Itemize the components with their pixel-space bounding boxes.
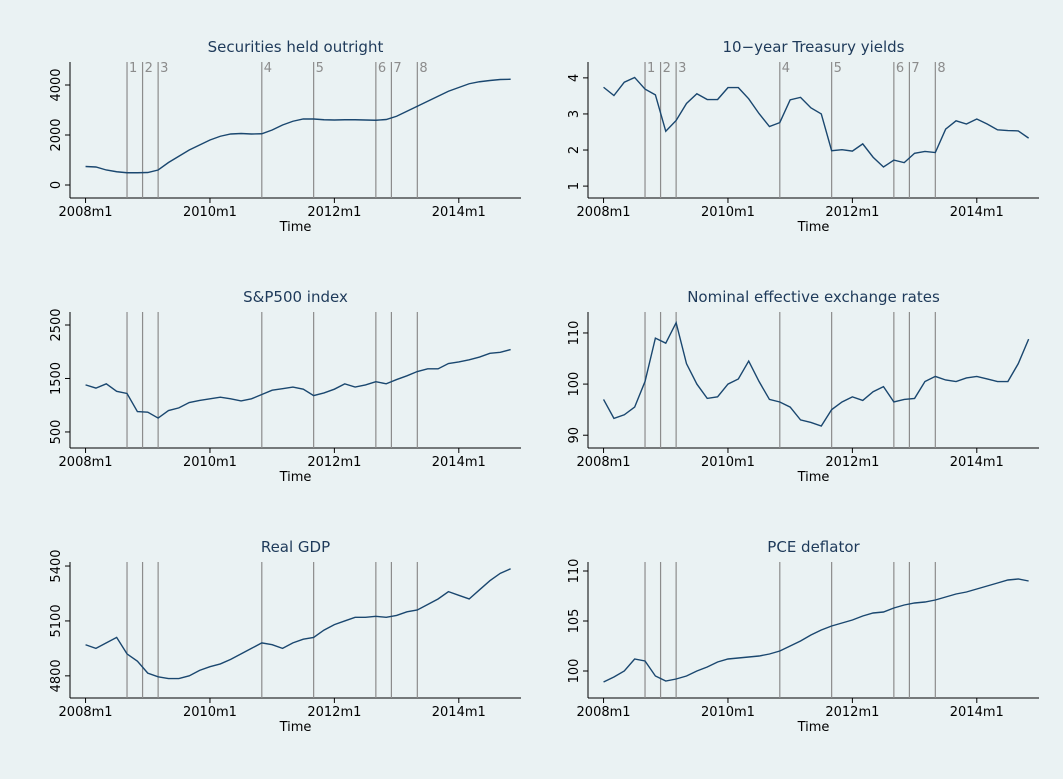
x-tick-label: 2012m1 <box>825 455 879 470</box>
x-tick-label: 2012m1 <box>307 705 361 720</box>
x-axis-title: Time <box>279 470 312 485</box>
event-label: 1 <box>647 61 655 76</box>
y-tick-label: 100 <box>567 659 582 684</box>
event-label: 5 <box>834 61 842 76</box>
y-tick-label: 0 <box>49 181 64 189</box>
x-tick-label: 2014m1 <box>950 205 1004 220</box>
y-tick-label: 3 <box>567 110 582 118</box>
x-tick-label: 2010m1 <box>183 455 237 470</box>
x-axis-title: Time <box>797 720 830 735</box>
series-line <box>602 320 1030 427</box>
event-label: 5 <box>316 61 324 76</box>
x-tick-label: 2012m1 <box>825 205 879 220</box>
y-tick-label: 500 <box>49 420 64 445</box>
x-tick-label: 2014m1 <box>432 705 486 720</box>
series-line <box>85 348 511 419</box>
panel-title: Securities held outright <box>208 38 384 56</box>
y-tick-label: 5400 <box>49 549 64 582</box>
x-tick-label: 2010m1 <box>183 205 237 220</box>
x-axis-title: Time <box>279 220 312 235</box>
event-label: 7 <box>911 61 919 76</box>
event-label: 4 <box>264 61 272 76</box>
event-label: 6 <box>378 61 386 76</box>
y-tick-label: 4000 <box>49 68 64 101</box>
event-label: 7 <box>393 61 401 76</box>
event-label: 1 <box>129 61 137 76</box>
x-tick-label: 2014m1 <box>432 455 486 470</box>
panel-title: PCE deflator <box>767 538 860 556</box>
y-tick-label: 2000 <box>49 118 64 151</box>
x-tick-label: 2012m1 <box>307 455 361 470</box>
x-axis-title: Time <box>279 720 312 735</box>
event-label: 6 <box>896 61 904 76</box>
x-tick-label: 2008m1 <box>577 705 631 720</box>
event-label: 8 <box>419 61 427 76</box>
y-tick-label: 110 <box>567 321 582 346</box>
y-tick-label: 1 <box>567 182 582 190</box>
x-tick-label: 2014m1 <box>950 705 1004 720</box>
y-tick-label: 5100 <box>49 604 64 637</box>
series-line <box>85 78 511 174</box>
x-tick-label: 2010m1 <box>183 705 237 720</box>
series-line <box>603 578 1029 683</box>
x-tick-label: 2012m1 <box>825 705 879 720</box>
event-label: 4 <box>782 61 790 76</box>
y-tick-label: 1500 <box>49 362 64 395</box>
x-tick-label: 2008m1 <box>59 205 113 220</box>
panel-title: S&P500 index <box>243 288 348 306</box>
x-tick-label: 2014m1 <box>432 205 486 220</box>
event-label: 3 <box>160 61 168 76</box>
x-tick-label: 2012m1 <box>307 205 361 220</box>
series-line <box>603 76 1030 168</box>
x-tick-label: 2008m1 <box>577 455 631 470</box>
event-label: 2 <box>663 61 671 76</box>
y-tick-label: 110 <box>567 559 582 584</box>
y-tick-label: 2500 <box>49 308 64 341</box>
y-tick-label: 105 <box>567 609 582 634</box>
panel-title: Real GDP <box>261 538 330 556</box>
x-tick-label: 2010m1 <box>701 705 755 720</box>
event-label: 3 <box>678 61 686 76</box>
y-tick-label: 90 <box>567 427 582 444</box>
x-tick-label: 2008m1 <box>59 705 113 720</box>
event-label: 2 <box>145 61 153 76</box>
panel-title: 10−year Treasury yields <box>722 38 904 56</box>
event-label: 8 <box>937 61 945 76</box>
x-tick-label: 2014m1 <box>950 455 1004 470</box>
series-line <box>85 568 511 680</box>
x-tick-label: 2008m1 <box>577 205 631 220</box>
x-axis-title: Time <box>797 220 830 235</box>
panel-title: Nominal effective exchange rates <box>687 288 940 306</box>
y-tick-label: 4800 <box>49 659 64 692</box>
y-tick-label: 100 <box>567 372 582 397</box>
x-tick-label: 2008m1 <box>59 455 113 470</box>
y-tick-label: 4 <box>567 74 582 82</box>
x-tick-label: 2010m1 <box>701 455 755 470</box>
x-tick-label: 2010m1 <box>701 205 755 220</box>
x-axis-title: Time <box>797 470 830 485</box>
y-tick-label: 2 <box>567 146 582 154</box>
